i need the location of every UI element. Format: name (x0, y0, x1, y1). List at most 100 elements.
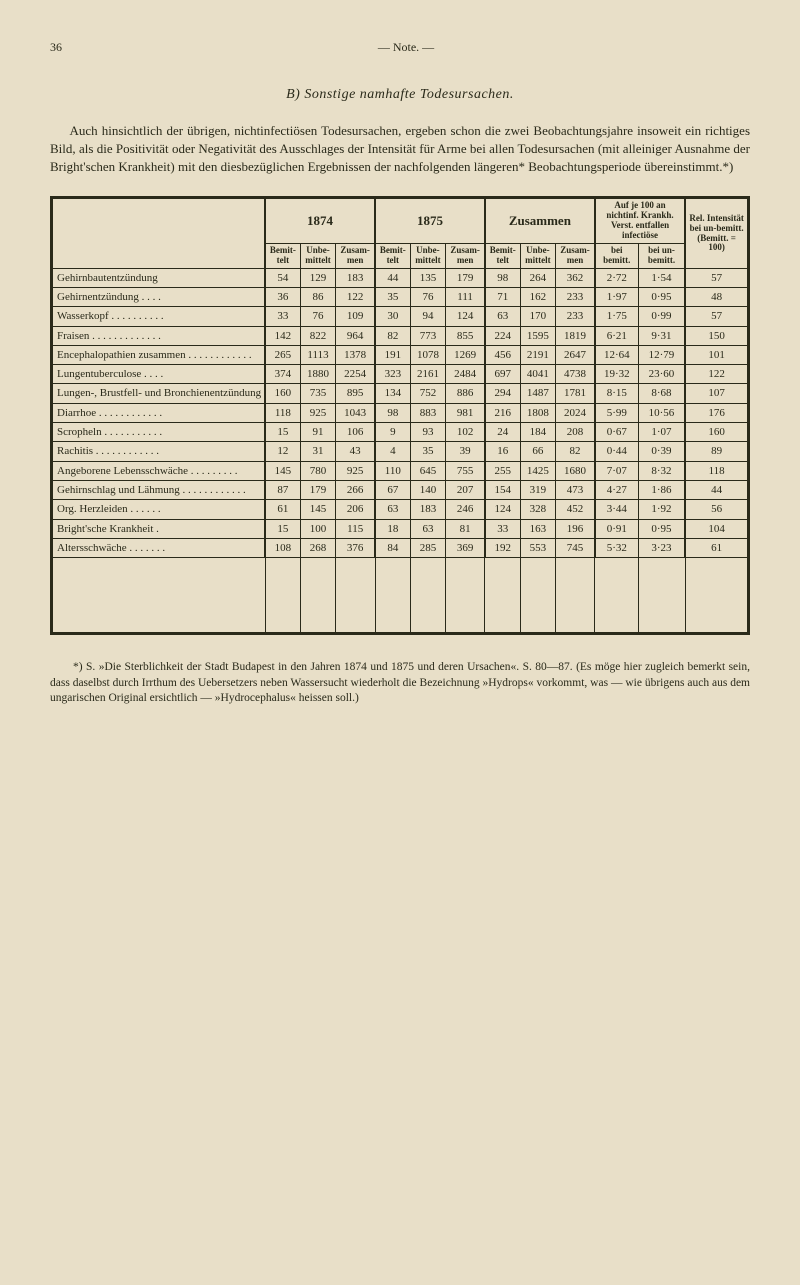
cell: 2·72 (595, 268, 638, 287)
cell: 752 (410, 384, 446, 403)
cell: 3·23 (638, 538, 685, 557)
cell: 1425 (520, 461, 556, 480)
cell: 101 (685, 345, 748, 364)
table-row: Altersschwäche . . . . . . .108268376842… (52, 538, 749, 557)
cell: 71 (485, 287, 520, 306)
col-aufje: Auf je 100 an nichtinf. Krankh. Verst. e… (595, 198, 685, 244)
table-row: Encephalopathien zusammen . . . . . . . … (52, 345, 749, 364)
footnote: *) S. »Die Sterblichkeit der Stadt Budap… (50, 660, 750, 707)
cell: 5·32 (595, 538, 638, 557)
sub-bei-un: bei un-bemitt. (638, 243, 685, 268)
cell: 224 (485, 326, 520, 345)
cell: 94 (410, 307, 446, 326)
cell: 0·95 (638, 519, 685, 538)
cell: 191 (375, 345, 410, 364)
cell: 179 (300, 480, 336, 499)
cell: 755 (446, 461, 485, 480)
cell: 1808 (520, 403, 556, 422)
cell: 118 (265, 403, 300, 422)
cell: 57 (685, 268, 748, 287)
cell: 12·79 (638, 345, 685, 364)
cell: 12·64 (595, 345, 638, 364)
cell: 8·15 (595, 384, 638, 403)
cell: 142 (265, 326, 300, 345)
cell: 452 (556, 500, 595, 519)
cell: 12 (265, 442, 300, 461)
cell: 56 (685, 500, 748, 519)
sub-bemit: Bemit-telt (485, 243, 520, 268)
cell: 35 (410, 442, 446, 461)
row-label: Encephalopathien zusammen . . . . . . . … (52, 345, 266, 364)
cell: 981 (446, 403, 485, 422)
cell: 102 (446, 423, 485, 442)
running-head: — Note. — (378, 40, 434, 56)
table-row: Diarrhoe . . . . . . . . . . . .11892510… (52, 403, 749, 422)
cell: 67 (375, 480, 410, 499)
cell: 24 (485, 423, 520, 442)
row-label: Altersschwäche . . . . . . . (52, 538, 266, 557)
cell: 196 (556, 519, 595, 538)
col-1875: 1875 (375, 198, 485, 244)
cell: 964 (336, 326, 375, 345)
cell: 35 (375, 287, 410, 306)
table-row: Wasserkopf . . . . . . . . . .3376109309… (52, 307, 749, 326)
cell: 697 (485, 365, 520, 384)
sub-bemit: Bemit-telt (375, 243, 410, 268)
cell: 735 (300, 384, 336, 403)
cell: 16 (485, 442, 520, 461)
cell: 61 (265, 500, 300, 519)
cell: 1·97 (595, 287, 638, 306)
row-label: Wasserkopf . . . . . . . . . . (52, 307, 266, 326)
cell: 264 (520, 268, 556, 287)
cell: 63 (485, 307, 520, 326)
cell: 0·95 (638, 287, 685, 306)
cell: 246 (446, 500, 485, 519)
cell: 61 (685, 538, 748, 557)
cell: 39 (446, 442, 485, 461)
cell: 84 (375, 538, 410, 557)
cell: 129 (300, 268, 336, 287)
cell: 145 (300, 500, 336, 519)
cell: 106 (336, 423, 375, 442)
cell: 456 (485, 345, 520, 364)
cell: 183 (410, 500, 446, 519)
cell: 374 (265, 365, 300, 384)
cell: 323 (375, 365, 410, 384)
table-row: Rachitis . . . . . . . . . . . .12314343… (52, 442, 749, 461)
cell: 170 (520, 307, 556, 326)
intro-paragraph: Auch hinsichtlich der übrigen, nichtinfe… (50, 122, 750, 177)
cell: 645 (410, 461, 446, 480)
table-row: Lungentuberculose . . . .374188022543232… (52, 365, 749, 384)
cell: 9 (375, 423, 410, 442)
cell: 4·27 (595, 480, 638, 499)
row-label: Angeborene Lebensschwäche . . . . . . . … (52, 461, 266, 480)
cell: 1819 (556, 326, 595, 345)
table-row: Gehirnentzündung . . . .3686122357611171… (52, 287, 749, 306)
cell: 108 (265, 538, 300, 557)
cell: 124 (485, 500, 520, 519)
sub-zusam: Zusam-men (336, 243, 375, 268)
cell: 1269 (446, 345, 485, 364)
row-label: Diarrhoe . . . . . . . . . . . . (52, 403, 266, 422)
cell: 33 (485, 519, 520, 538)
sub-zusam: Zusam-men (446, 243, 485, 268)
cell: 1781 (556, 384, 595, 403)
row-label: Gehirnbautentzündung (52, 268, 266, 287)
cell: 10·56 (638, 403, 685, 422)
table-row: Bright'sche Krankheit .15100115186381331… (52, 519, 749, 538)
cell: 925 (336, 461, 375, 480)
cell: 134 (375, 384, 410, 403)
cell: 6·21 (595, 326, 638, 345)
cell: 285 (410, 538, 446, 557)
page-number: 36 (50, 40, 62, 56)
sub-unbe: Unbe-mittelt (300, 243, 336, 268)
cell: 822 (300, 326, 336, 345)
cell: 111 (446, 287, 485, 306)
sub-bemit: Bemit-telt (265, 243, 300, 268)
cell: 160 (265, 384, 300, 403)
col-blank (52, 198, 266, 268)
cell: 30 (375, 307, 410, 326)
cell: 43 (336, 442, 375, 461)
cell: 1043 (336, 403, 375, 422)
cell: 2484 (446, 365, 485, 384)
